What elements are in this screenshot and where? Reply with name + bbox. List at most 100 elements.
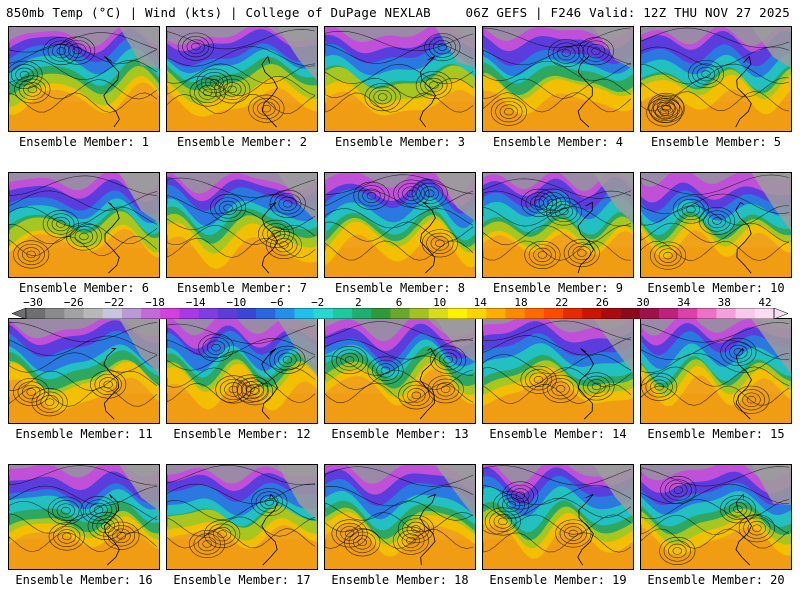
ensemble-member-map[interactable] [324,172,476,278]
colorbar-tick-label: 22 [555,296,569,309]
ensemble-member-label: Ensemble Member: 15 [647,427,785,441]
temperature-map-image [167,319,317,423]
temperature-map-image [325,319,475,423]
ensemble-member-map[interactable] [324,464,476,570]
colorbar-segment [121,308,142,319]
colorbar-tick-label: −6 [270,296,284,309]
colorbar-segment [198,308,219,319]
temperature-map-image [641,27,791,131]
colorbar-segment [486,308,506,319]
ensemble-member-map[interactable] [8,26,160,132]
temperature-map-image [325,465,475,569]
colorbar-segment [45,308,65,319]
colorbar-tick-label: 26 [595,296,609,309]
ensemble-member-label: Ensemble Member: 5 [650,135,782,149]
temperature-map-image [483,465,633,569]
colorbar-tick-label: −18 [145,296,165,309]
colorbar-segment [735,308,756,319]
ensemble-member-label: Ensemble Member: 18 [331,573,469,587]
colorbar-segment [26,308,46,319]
ensemble-member-map[interactable] [324,318,476,424]
colorbar-segment [754,308,775,319]
colorbar-segment [83,308,104,319]
ensemble-member-label: Ensemble Member: 10 [647,281,785,295]
colorbar-segment [563,308,583,319]
ensemble-member-label: Ensemble Member: 17 [173,573,311,587]
temperature-map-image [9,173,159,277]
colorbar-tick-label: −2 [311,296,325,309]
temperature-map-image [9,319,159,423]
colorbar-tick-label: 6 [395,296,403,309]
colorbar-segment [620,308,641,319]
colorbar-segment [658,308,679,319]
temperature-map-image [641,173,791,277]
ensemble-member-label: Ensemble Member: 8 [334,281,466,295]
colorbar-segment [639,308,660,319]
ensemble-member-map[interactable] [640,172,792,278]
colorbar-tick-label: 14 [473,296,487,309]
ensemble-member-label: Ensemble Member: 9 [492,281,624,295]
colorbar-segment [582,308,602,319]
temperature-map-image [325,173,475,277]
ensemble-member-label: Ensemble Member: 1 [18,135,150,149]
colorbar-tick-label: 34 [677,296,691,309]
temperature-map-image [641,319,791,423]
colorbar-segment [352,308,372,319]
colorbar-segment [505,308,525,319]
ensemble-member-label: Ensemble Member: 2 [176,135,308,149]
colorbar-segment [524,308,545,319]
ensemble-member-label: Ensemble Member: 3 [334,135,466,149]
colorbar-segment [543,308,564,319]
colorbar-segment [428,308,449,319]
colorbar-segment [697,308,717,319]
ensemble-member-map[interactable] [8,172,160,278]
ensemble-member-map[interactable] [640,318,792,424]
colorbar-tick-label: 42 [758,296,772,309]
colorbar-tick-label: −26 [63,296,84,309]
ensemble-member-map[interactable] [166,464,318,570]
ensemble-member-label: Ensemble Member: 12 [173,427,311,441]
ensemble-member-map[interactable] [324,26,476,132]
ensemble-member-map[interactable] [640,464,792,570]
colorbar-segment [179,308,199,319]
colorbar-tick-label: −14 [185,296,206,309]
colorbar-segment [409,308,430,319]
ensemble-member-label: Ensemble Member: 14 [489,427,627,441]
colorbar-tick-label: −10 [226,296,247,309]
ensemble-member-label: Ensemble Member: 11 [15,427,153,441]
colorbar-right-arrow [773,308,788,319]
temperature-map-image [167,27,317,131]
temperature-map-image [483,319,633,423]
colorbar-segment [160,308,180,319]
ensemble-member-map[interactable] [482,464,634,570]
colorbar-tick-label: 18 [514,296,528,309]
colorbar-segment [102,308,123,319]
colorbar-segment [236,308,257,319]
colorbar-segment [601,308,621,319]
colorbar-outline [25,308,775,319]
colorbar-left-arrow [12,308,27,319]
ensemble-member-map[interactable] [482,172,634,278]
ensemble-member-label: Ensemble Member: 20 [647,573,785,587]
header-title-left: 850mb Temp (°C) | Wind (kts) | College o… [6,5,431,20]
ensemble-member-label: Ensemble Member: 16 [15,573,153,587]
ensemble-member-map[interactable] [482,318,634,424]
ensemble-member-map[interactable] [166,26,318,132]
ensemble-member-map[interactable] [166,172,318,278]
colorbar-segment [275,308,295,319]
ensemble-member-map[interactable] [482,26,634,132]
temperature-map-image [9,27,159,131]
ensemble-member-map[interactable] [166,318,318,424]
ensemble-member-map[interactable] [640,26,792,132]
colorbar-segment [256,308,276,319]
colorbar-segment [332,308,353,319]
temperature-map-image [167,173,317,277]
ensemble-member-label: Ensemble Member: 6 [18,281,150,295]
colorbar-segment [678,308,698,319]
ensemble-member-map[interactable] [8,464,160,570]
ensemble-member-map[interactable] [8,318,160,424]
colorbar-segment [447,308,468,319]
colorbar-tick-label: 30 [636,296,650,309]
temperature-map-image [167,465,317,569]
colorbar-segment [371,308,391,319]
